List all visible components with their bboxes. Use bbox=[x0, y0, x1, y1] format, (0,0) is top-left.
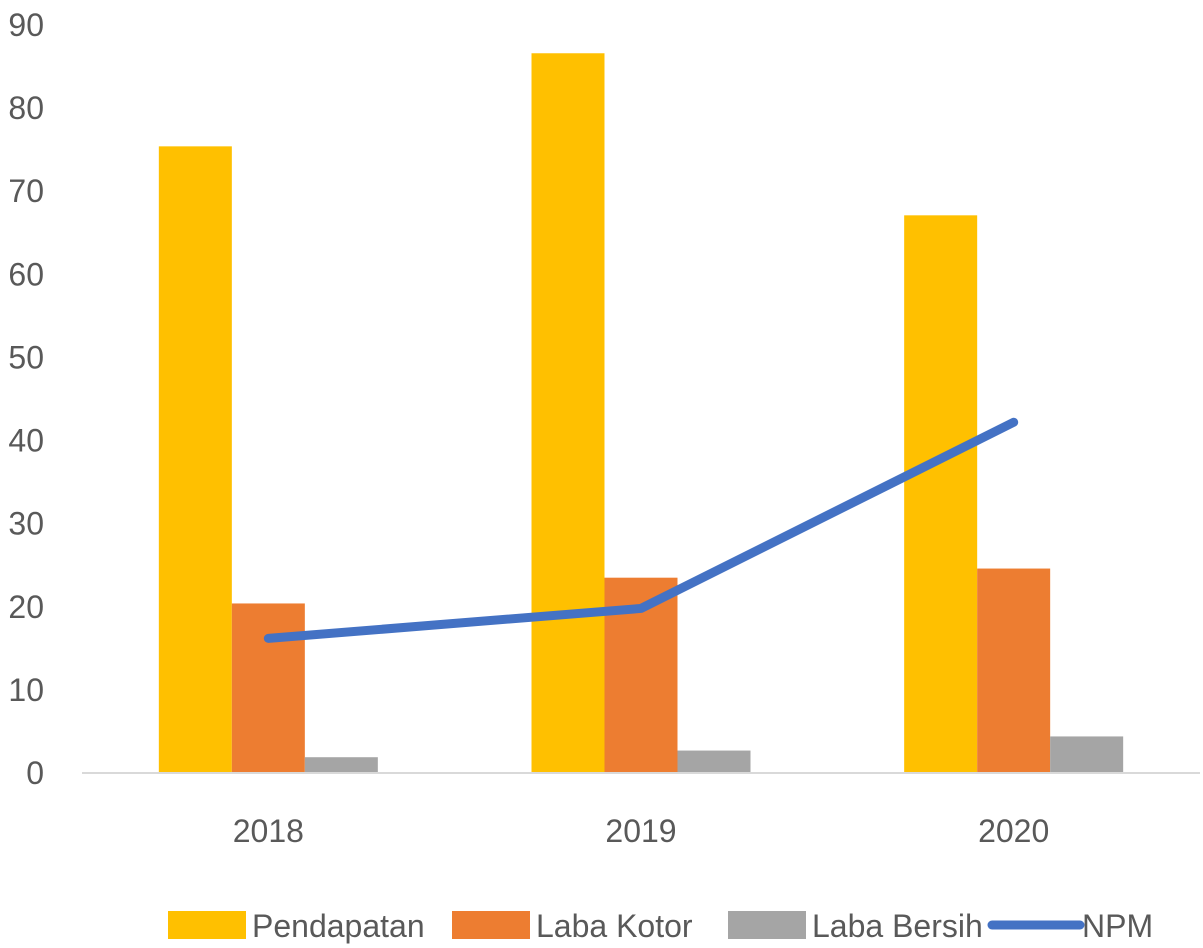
bars bbox=[158, 53, 1124, 774]
legend-label: Pendapatan bbox=[252, 908, 425, 944]
line-npm bbox=[263, 417, 1019, 643]
x-axis-labels: 2018 2019 2020 bbox=[233, 813, 1050, 849]
legend-item-laba-kotor: Laba Kotor bbox=[452, 908, 693, 944]
y-tick-label: 20 bbox=[8, 589, 44, 625]
legend-swatch bbox=[168, 911, 246, 939]
legend-swatch bbox=[728, 911, 806, 939]
bar-pendapatan-2019 bbox=[531, 53, 605, 774]
legend: Pendapatan Laba Kotor Laba Bersih NPM bbox=[168, 908, 1153, 944]
bar-laba-kotor-2018 bbox=[231, 603, 305, 773]
legend-swatch bbox=[452, 911, 530, 939]
y-tick-label: 70 bbox=[8, 173, 44, 209]
line-series bbox=[263, 417, 1019, 643]
legend-label: Laba Bersih bbox=[812, 908, 983, 944]
y-tick-label: 50 bbox=[8, 339, 44, 375]
x-tick-label: 2019 bbox=[605, 813, 676, 849]
legend-item-pendapatan: Pendapatan bbox=[168, 908, 425, 944]
bar-laba-bersih-2020 bbox=[1050, 736, 1124, 773]
legend-item-npm: NPM bbox=[987, 908, 1153, 944]
y-tick-label: 40 bbox=[8, 423, 44, 459]
y-tick-label: 0 bbox=[26, 755, 44, 791]
y-tick-label: 10 bbox=[8, 672, 44, 708]
x-tick-label: 2018 bbox=[233, 813, 304, 849]
legend-item-laba-bersih: Laba Bersih bbox=[728, 908, 983, 944]
x-tick-label: 2020 bbox=[978, 813, 1049, 849]
legend-label: NPM bbox=[1082, 908, 1153, 944]
bar-pendapatan-2020 bbox=[904, 215, 978, 773]
bar-laba-bersih-2018 bbox=[304, 757, 378, 773]
bar-pendapatan-2018 bbox=[158, 146, 232, 773]
bar-laba-kotor-2020 bbox=[977, 568, 1051, 773]
y-tick-label: 90 bbox=[8, 7, 44, 43]
y-tick-label: 60 bbox=[8, 256, 44, 292]
y-tick-label: 30 bbox=[8, 506, 44, 542]
y-axis-ticks: 0 10 20 30 40 50 60 70 80 90 bbox=[8, 7, 44, 791]
legend-label: Laba Kotor bbox=[536, 908, 693, 944]
bar-laba-bersih-2019 bbox=[677, 750, 751, 773]
y-tick-label: 80 bbox=[8, 90, 44, 126]
